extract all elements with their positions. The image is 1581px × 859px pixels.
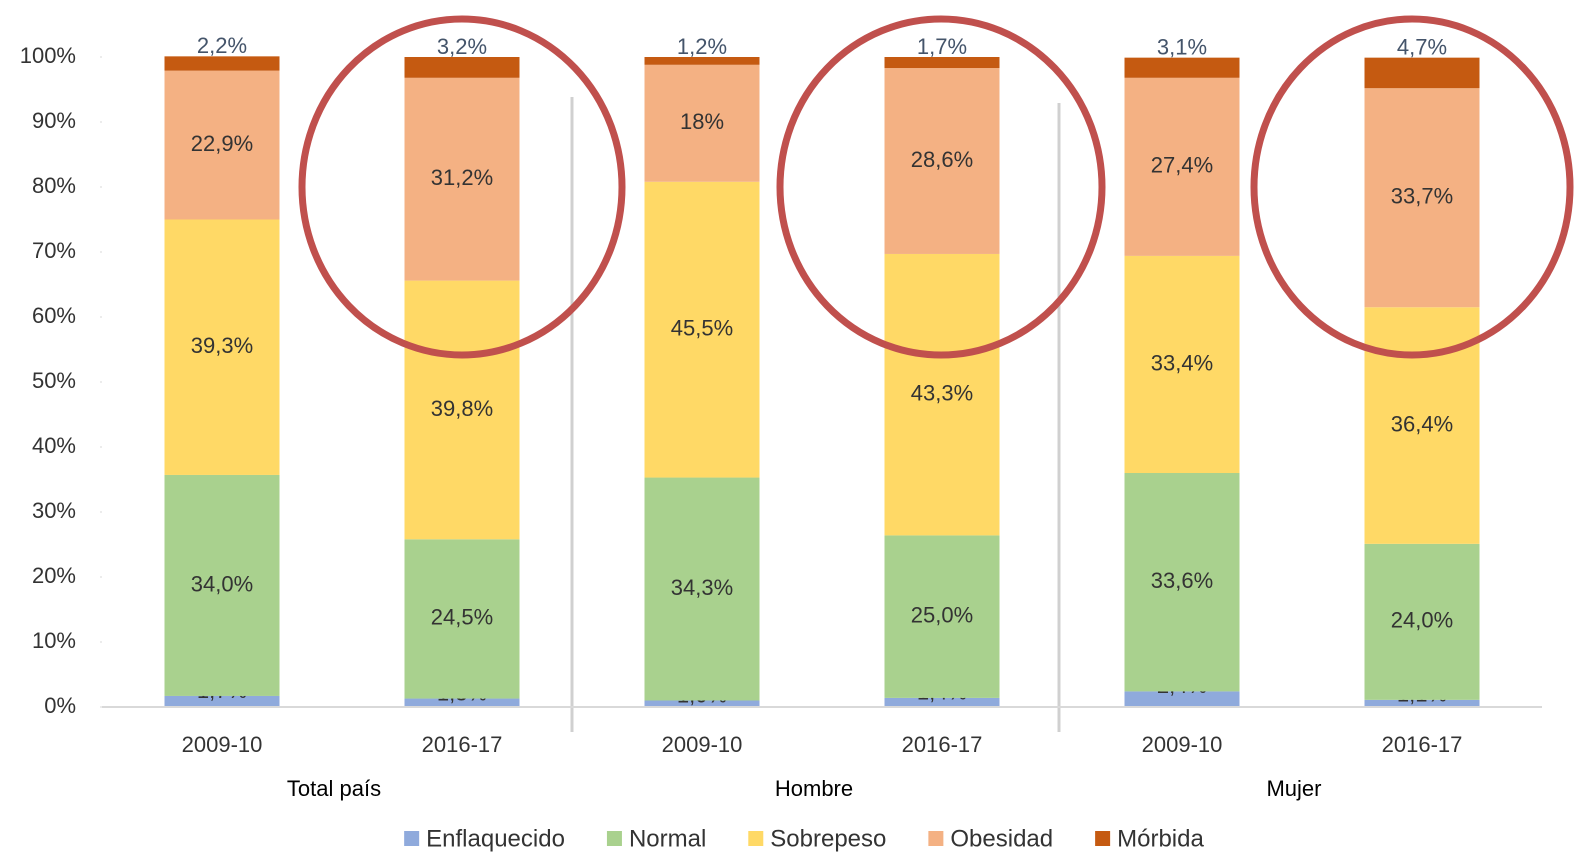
legend-label: Obesidad xyxy=(950,825,1053,852)
bar-segment xyxy=(884,253,1000,536)
legend-swatch xyxy=(1095,831,1111,846)
data-label: 18% xyxy=(680,109,724,134)
data-label: 3,1% xyxy=(1157,34,1207,59)
x-tick-label: 2009-10 xyxy=(182,732,263,757)
data-label: 39,3% xyxy=(191,333,253,358)
y-tick-label: 50% xyxy=(32,368,76,393)
data-label: 4,7% xyxy=(1397,34,1447,59)
y-tick-label: 40% xyxy=(32,433,76,458)
bar-segment xyxy=(164,474,280,696)
data-label: 39,8% xyxy=(431,396,493,421)
y-tick-label: 90% xyxy=(32,108,76,133)
y-tick-label: 100% xyxy=(20,43,76,68)
data-label: 2,2% xyxy=(197,33,247,58)
x-tick-label: 2016-17 xyxy=(902,732,983,757)
bar-segment xyxy=(1364,699,1480,707)
bar-segment xyxy=(884,68,1000,254)
bar-segment xyxy=(404,57,520,78)
data-label: 34,3% xyxy=(671,575,733,600)
x-tick-label: 2016-17 xyxy=(1382,732,1463,757)
bar-segment xyxy=(164,70,280,220)
y-tick-label: 80% xyxy=(32,173,76,198)
data-label: 36,4% xyxy=(1391,411,1453,436)
bar-segment xyxy=(1364,57,1480,89)
bar-segment xyxy=(644,477,760,701)
bar-segment xyxy=(884,57,1000,69)
bar-segment xyxy=(884,697,1000,707)
highlight-circle xyxy=(298,15,626,359)
plot-area: 0% 10% 20% 30% 40% 50% 60% 70% 80% 90% 100% 2009-10… xyxy=(20,33,1542,852)
data-label: 3,2% xyxy=(437,34,487,59)
bar-segment xyxy=(644,181,760,478)
bar-segment xyxy=(164,56,280,71)
group-label: Total país xyxy=(287,776,381,801)
highlight-circle xyxy=(1250,15,1574,359)
legend-swatch xyxy=(404,831,420,846)
x-tick-label: 2016-17 xyxy=(422,732,503,757)
data-label: 1,7% xyxy=(917,34,967,59)
x-tick-label: 2009-10 xyxy=(662,732,743,757)
y-tick-label: 30% xyxy=(32,498,76,523)
bar-segment xyxy=(1124,255,1240,473)
bar-segment xyxy=(404,698,520,707)
group-label: Hombre xyxy=(775,776,853,801)
y-tick-label: 10% xyxy=(32,628,76,653)
bar-segment xyxy=(164,695,280,707)
legend-label: Sobrepeso xyxy=(770,825,886,852)
bar-segment xyxy=(404,280,520,540)
data-label: 1,2% xyxy=(677,34,727,59)
y-tick-label: 20% xyxy=(32,563,76,588)
highlight-circle xyxy=(776,15,1106,359)
bar-segment xyxy=(404,77,520,281)
data-label: 27,4% xyxy=(1151,153,1213,178)
highlight-circles xyxy=(298,15,1574,359)
data-label: 24,0% xyxy=(1391,608,1453,633)
legend-label: Enflaquecido xyxy=(426,825,565,852)
data-label: 33,7% xyxy=(1391,184,1453,209)
x-tick-label: 2009-10 xyxy=(1142,732,1223,757)
data-label: 45,5% xyxy=(671,315,733,340)
bar-segment xyxy=(644,57,760,65)
bar-segment xyxy=(1124,473,1240,692)
data-label: 34,0% xyxy=(191,571,253,596)
legend-label: Mórbida xyxy=(1117,825,1204,852)
bar-segment xyxy=(1364,543,1480,700)
legend-swatch xyxy=(748,831,764,846)
bar-segment xyxy=(644,700,760,707)
bar-segment xyxy=(1124,57,1240,78)
data-label: 25,0% xyxy=(911,602,973,627)
data-label: 43,3% xyxy=(911,380,973,405)
y-tick-label: 60% xyxy=(32,303,76,328)
legend-swatch xyxy=(606,831,622,846)
legend-label: Normal xyxy=(629,825,706,852)
data-label: 33,6% xyxy=(1151,568,1213,593)
data-label: 24,5% xyxy=(431,605,493,630)
bar-segment xyxy=(1124,77,1240,256)
data-label: 31,2% xyxy=(431,165,493,190)
group-label: Mujer xyxy=(1266,776,1321,801)
bar-segment xyxy=(884,535,1000,698)
bar-segment xyxy=(644,64,760,182)
data-label: 22,9% xyxy=(191,131,253,156)
legend-swatch xyxy=(928,831,944,846)
bar-segment xyxy=(1364,88,1480,308)
bar-segment xyxy=(164,219,280,475)
y-tick-label: 0% xyxy=(44,693,76,718)
data-label: 28,6% xyxy=(911,147,973,172)
bar-segment xyxy=(404,539,520,699)
bar-segment xyxy=(1124,691,1240,707)
y-tick-label: 70% xyxy=(32,238,76,263)
data-label: 33,4% xyxy=(1151,350,1213,375)
